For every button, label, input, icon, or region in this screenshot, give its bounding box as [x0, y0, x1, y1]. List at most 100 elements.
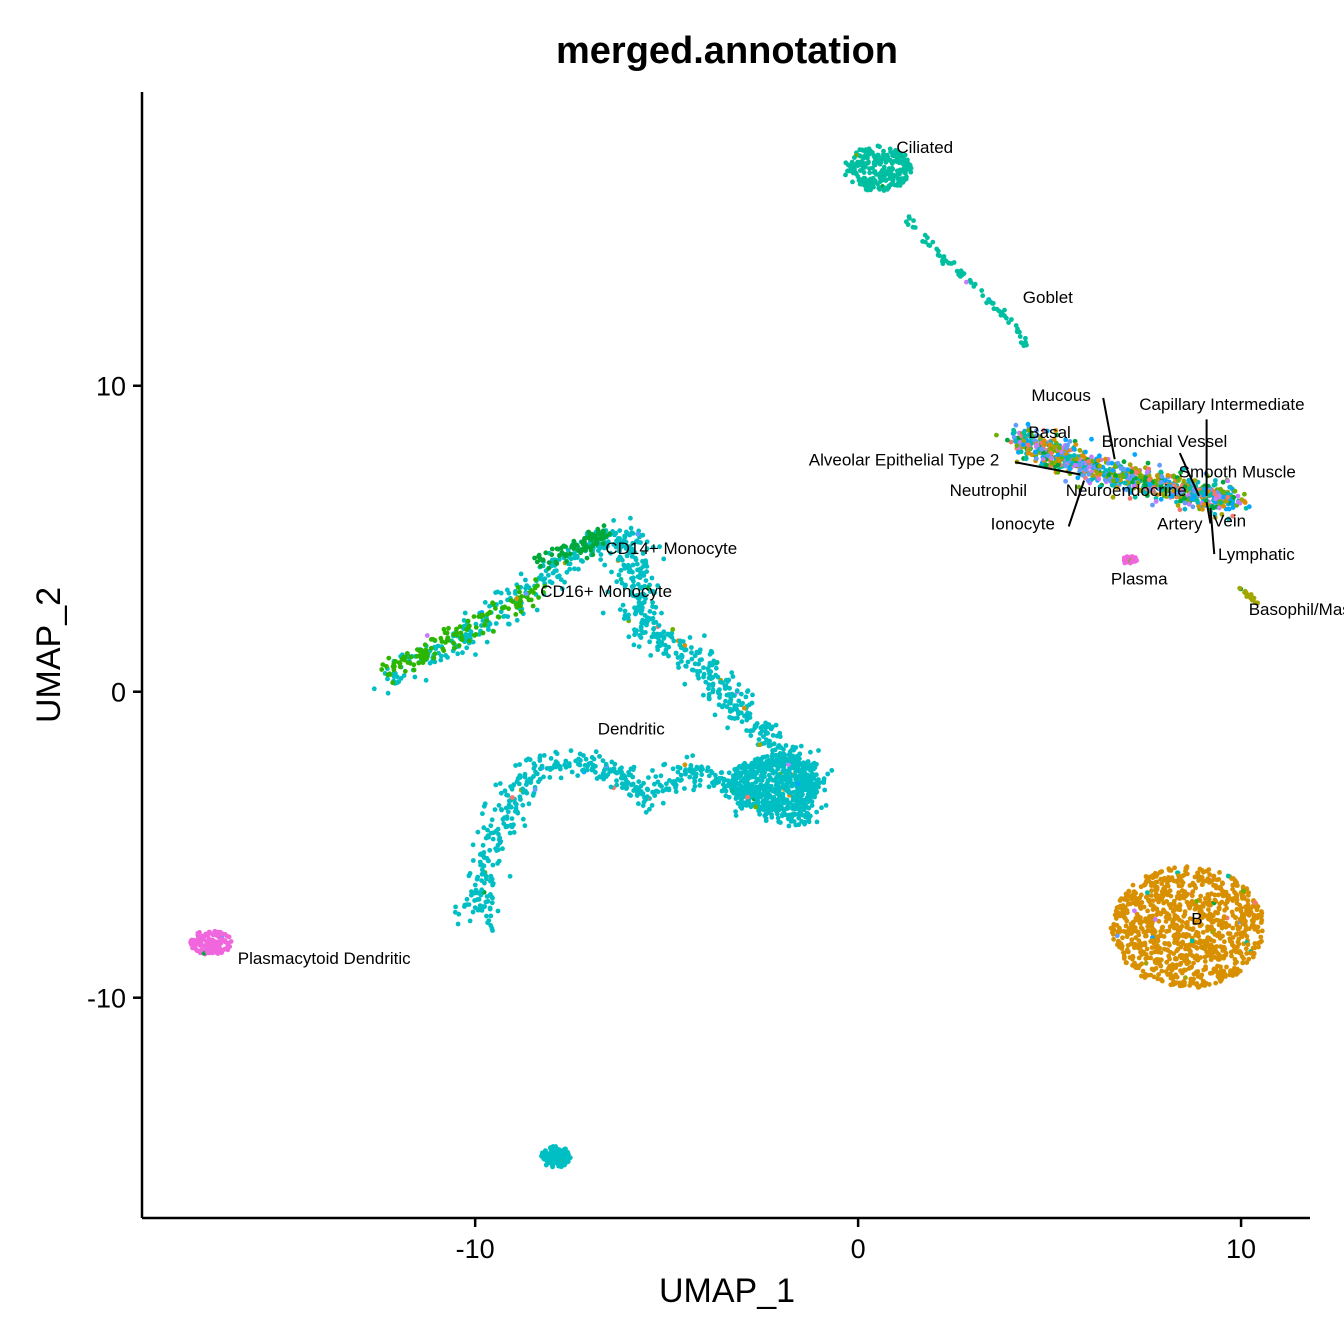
- data-point: [763, 818, 769, 824]
- data-point: [650, 600, 655, 605]
- cluster-points: [1121, 554, 1139, 566]
- data-point: [1156, 918, 1162, 924]
- data-point: [490, 836, 496, 842]
- data-point: [624, 553, 630, 559]
- data-point: [597, 754, 602, 759]
- data-point: [1171, 951, 1177, 956]
- y-tick-label: -10: [87, 984, 126, 1014]
- data-point: [620, 602, 626, 608]
- data-point: [763, 729, 768, 735]
- data-point: [757, 811, 762, 817]
- data-point: [723, 683, 729, 689]
- data-point: [619, 557, 625, 563]
- data-point: [481, 863, 487, 869]
- data-point: [548, 756, 554, 761]
- data-point: [884, 187, 890, 192]
- data-point: [979, 288, 985, 293]
- data-point: [1232, 915, 1238, 920]
- data-point: [618, 568, 624, 573]
- data-point: [1165, 883, 1171, 889]
- data-point: [1246, 504, 1252, 510]
- data-point: [386, 655, 392, 661]
- data-point: [517, 589, 522, 595]
- data-point: [1240, 960, 1246, 966]
- data-point: [781, 746, 786, 752]
- data-point: [763, 794, 769, 800]
- data-point: [1213, 917, 1219, 923]
- data-point: [600, 771, 606, 776]
- data-point: [1145, 908, 1150, 914]
- data-point: [1200, 929, 1206, 935]
- data-point: [590, 766, 596, 772]
- data-point: [691, 667, 696, 673]
- data-point: [412, 674, 418, 680]
- data-point: [546, 560, 552, 565]
- data-point: [781, 753, 787, 759]
- data-point: [798, 787, 804, 793]
- data-point: [1144, 946, 1150, 952]
- data-point: [199, 936, 205, 941]
- data-point: [1182, 958, 1187, 964]
- data-point: [1086, 471, 1092, 477]
- data-point: [667, 778, 672, 783]
- data-point: [1259, 938, 1264, 944]
- data-point: [1150, 502, 1155, 508]
- data-point: [675, 769, 681, 775]
- data-point: [647, 589, 653, 594]
- data-point: [1034, 442, 1040, 448]
- data-point: [848, 164, 854, 170]
- data-point: [501, 821, 507, 826]
- data-point: [560, 1154, 566, 1160]
- data-point: [1165, 473, 1171, 478]
- data-point: [1137, 474, 1143, 480]
- data-point: [622, 612, 628, 618]
- data-point: [783, 743, 789, 748]
- data-point: [784, 769, 790, 775]
- data-point: [564, 559, 569, 564]
- data-point: [1086, 459, 1091, 464]
- data-point: [1230, 898, 1236, 903]
- data-point: [1182, 909, 1188, 914]
- data-point: [662, 761, 668, 767]
- data-point: [872, 178, 878, 184]
- data-point: [814, 772, 819, 778]
- data-point: [894, 150, 900, 156]
- data-point: [1230, 942, 1235, 948]
- data-point: [542, 576, 548, 582]
- data-point: [419, 647, 424, 653]
- data-point: [714, 660, 720, 665]
- data-point: [218, 941, 224, 946]
- cluster-points: [188, 928, 234, 957]
- data-point: [509, 816, 515, 821]
- data-point: [1168, 975, 1174, 981]
- data-point: [1123, 923, 1129, 929]
- data-point: [1258, 934, 1264, 940]
- data-point: [502, 604, 508, 610]
- data-point: [797, 751, 802, 757]
- data-point: [210, 932, 216, 938]
- data-point: [781, 769, 786, 774]
- data-point: [536, 554, 541, 559]
- data-point: [630, 562, 636, 568]
- data-point: [508, 822, 514, 828]
- data-point: [1121, 950, 1127, 956]
- data-point: [617, 528, 623, 533]
- data-point: [1189, 964, 1194, 970]
- data-point: [1224, 964, 1229, 970]
- data-point: [1194, 498, 1200, 503]
- data-point: [653, 604, 659, 610]
- data-point: [1132, 895, 1138, 901]
- data-point: [639, 620, 644, 626]
- data-point: [648, 653, 654, 658]
- data-point: [407, 660, 413, 666]
- data-point: [629, 554, 635, 559]
- data-point: [890, 153, 895, 158]
- data-point: [201, 944, 207, 949]
- data-point: [1154, 960, 1160, 966]
- data-point: [627, 792, 632, 798]
- data-point: [1130, 953, 1136, 959]
- data-point: [1138, 902, 1143, 908]
- data-point: [692, 783, 698, 789]
- data-point: [1216, 922, 1222, 928]
- data-point: [1133, 935, 1139, 941]
